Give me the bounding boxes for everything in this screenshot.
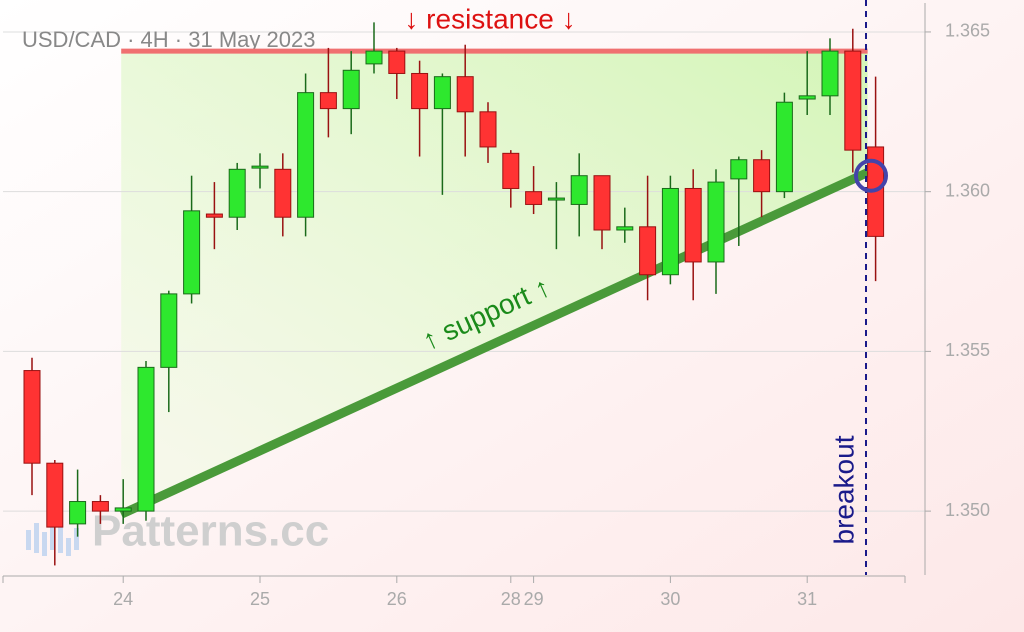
breakout-marker — [854, 158, 888, 193]
x-tick-label: 25 — [250, 589, 270, 609]
y-tick-label: 1.350 — [945, 500, 990, 520]
candle-body — [388, 50, 406, 74]
watermark-icon — [26, 530, 31, 550]
candle-body — [707, 181, 725, 263]
candle-body — [639, 226, 657, 276]
candle-body — [525, 191, 543, 205]
candle-body — [593, 175, 611, 231]
candle-body — [69, 501, 87, 525]
watermark-icon — [58, 525, 63, 553]
candle-body — [844, 50, 862, 151]
watermark-icon — [66, 538, 71, 556]
candle-body — [228, 168, 246, 218]
breakout-label: breakout — [828, 435, 859, 544]
candle-body — [274, 168, 292, 218]
candle-body — [684, 187, 702, 263]
candle-body — [616, 226, 634, 231]
candle-body — [137, 366, 155, 512]
x-tick-label: 24 — [113, 589, 133, 609]
candle-body — [775, 101, 793, 193]
watermark-icon — [74, 528, 79, 550]
resistance-label: ↓ resistance ↓ — [404, 3, 575, 34]
candle-body — [502, 152, 520, 189]
candle-body — [46, 462, 64, 528]
candle-body — [91, 501, 109, 512]
candle-body — [342, 69, 360, 110]
candle-body — [365, 50, 383, 65]
candle-body — [251, 165, 269, 169]
y-tick-label: 1.355 — [945, 340, 990, 360]
candle-body — [433, 76, 451, 110]
watermark-icon — [50, 514, 55, 550]
support-line — [119, 168, 870, 519]
watermark: Patterns.cc — [92, 507, 329, 556]
candle-body — [456, 76, 474, 113]
x-tick-label: 29 — [524, 589, 544, 609]
candle-body — [730, 159, 748, 180]
watermark-icon — [42, 532, 47, 556]
x-tick-label: 30 — [660, 589, 680, 609]
candle-body — [297, 92, 315, 218]
candle-body — [753, 159, 771, 193]
chart-title: USD/CAD · 4H · 31 May 2023 — [22, 27, 315, 52]
candle-body — [114, 507, 132, 512]
candle-body — [160, 293, 178, 368]
x-tick-label: 26 — [387, 589, 407, 609]
candle-body — [798, 95, 816, 100]
candle-body — [661, 187, 679, 276]
y-tick-label: 1.360 — [945, 180, 990, 200]
x-tick-label: 31 — [797, 589, 817, 609]
candle-body — [183, 210, 201, 295]
candle-body — [547, 197, 565, 201]
candle-body — [319, 92, 337, 110]
candle-body — [411, 72, 429, 110]
candle-body — [570, 175, 588, 205]
watermark-icon — [34, 523, 39, 553]
candle-body — [23, 370, 41, 464]
candle-body — [479, 111, 497, 148]
y-tick-label: 1.365 — [945, 21, 990, 41]
x-tick-label: 28 — [501, 589, 521, 609]
candle-body — [821, 50, 839, 97]
candle-body — [205, 213, 223, 218]
